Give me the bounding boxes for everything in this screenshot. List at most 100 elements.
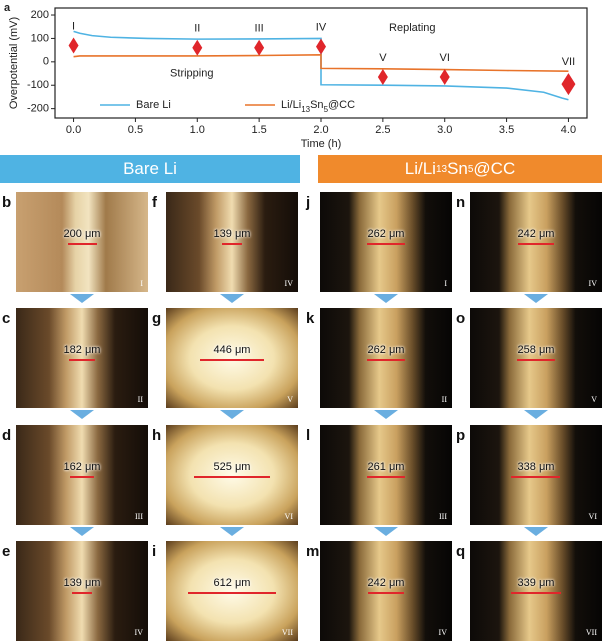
state-label: III bbox=[439, 512, 447, 521]
arrow bbox=[220, 294, 244, 303]
scale-bar bbox=[70, 476, 94, 478]
scale-bar bbox=[199, 359, 265, 361]
measurement-label: 338 μm bbox=[517, 461, 555, 473]
panel-letter: m bbox=[306, 543, 320, 560]
micrograph: 242 μm IV bbox=[470, 192, 602, 292]
arrow bbox=[374, 410, 398, 419]
scale-bar bbox=[67, 243, 97, 245]
x-tick-label: 1.5 bbox=[251, 124, 266, 136]
legend-label: Bare Li bbox=[136, 99, 171, 111]
marker bbox=[377, 69, 388, 86]
panel-letter: l bbox=[306, 427, 311, 444]
panel-letter: j bbox=[306, 194, 311, 211]
state-label: VI bbox=[588, 512, 597, 521]
scale-bar bbox=[517, 359, 555, 361]
panel-letter: g bbox=[152, 310, 162, 327]
panel-letter: p bbox=[456, 427, 466, 444]
panel-letter: b bbox=[2, 194, 12, 211]
arrow bbox=[524, 527, 548, 536]
x-tick-label: 3.0 bbox=[437, 124, 452, 136]
micrograph: 261 μm III bbox=[320, 425, 452, 525]
scale-bar bbox=[68, 359, 96, 361]
scale-bar bbox=[221, 243, 243, 245]
panel-letter: h bbox=[152, 427, 162, 444]
micrograph: 182 μm II bbox=[16, 308, 148, 408]
panel-letter: i bbox=[152, 543, 157, 560]
arrow bbox=[374, 294, 398, 303]
micrograph: 338 μm VI bbox=[470, 425, 602, 525]
scale-bar bbox=[518, 243, 554, 245]
marker bbox=[561, 73, 576, 96]
measurement-label: 242 μm bbox=[367, 577, 405, 589]
scale-bar bbox=[368, 592, 404, 594]
marker bbox=[439, 69, 450, 86]
marker-label: IV bbox=[316, 22, 327, 34]
x-tick-label: 3.5 bbox=[499, 124, 514, 136]
y-tick-label: -100 bbox=[27, 79, 49, 91]
panel-letter: k bbox=[306, 310, 315, 327]
panel-letter: q bbox=[456, 543, 466, 560]
marker-label: I bbox=[72, 20, 75, 32]
arrow bbox=[374, 527, 398, 536]
micrograph: 200 μm I bbox=[16, 192, 148, 292]
micrograph: 446 μm V bbox=[166, 308, 298, 408]
marker bbox=[254, 39, 265, 56]
scale-bar bbox=[367, 243, 405, 245]
measurement-label: 139 μm bbox=[213, 228, 251, 240]
arrow bbox=[70, 527, 94, 536]
micrograph: 139 μm IV bbox=[16, 541, 148, 641]
micrograph: 339 μm VII bbox=[470, 541, 602, 641]
header-bare: Bare Li bbox=[0, 155, 300, 183]
state-label: III bbox=[135, 512, 143, 521]
arrow bbox=[220, 410, 244, 419]
x-tick-label: 4.0 bbox=[561, 124, 576, 136]
micrograph: 262 μm II bbox=[320, 308, 452, 408]
annotation: Stripping bbox=[170, 67, 213, 79]
state-label: II bbox=[137, 395, 143, 404]
marker-label: VII bbox=[562, 56, 575, 68]
measurement-label: 200 μm bbox=[63, 228, 101, 240]
annotation: Replating bbox=[389, 22, 435, 34]
measurement-label: 525 μm bbox=[213, 461, 251, 473]
arrow bbox=[70, 410, 94, 419]
panel-letter: d bbox=[2, 427, 12, 444]
y-tick-label: 100 bbox=[31, 32, 49, 44]
marker-label: II bbox=[194, 23, 200, 35]
scale-bar bbox=[511, 476, 561, 478]
x-axis-label: Time (h) bbox=[301, 138, 342, 150]
panel-letter: e bbox=[2, 543, 11, 560]
panel-letter: c bbox=[2, 310, 11, 327]
scale-bar bbox=[367, 359, 405, 361]
micrograph: 612 μm VII bbox=[166, 541, 298, 641]
panel-letter: f bbox=[152, 194, 157, 211]
state-label: V bbox=[287, 395, 293, 404]
y-tick-label: 0 bbox=[43, 56, 49, 68]
scale-bar bbox=[367, 476, 405, 478]
measurement-label: 139 μm bbox=[63, 577, 101, 589]
state-label: II bbox=[441, 395, 447, 404]
state-label: IV bbox=[438, 628, 447, 637]
measurement-label: 446 μm bbox=[213, 344, 251, 356]
scale-bar bbox=[71, 592, 93, 594]
x-tick-label: 2.5 bbox=[375, 124, 390, 136]
micrograph: 258 μm V bbox=[470, 308, 602, 408]
x-tick-label: 2.0 bbox=[313, 124, 328, 136]
x-tick-label: 1.0 bbox=[190, 124, 205, 136]
state-label: IV bbox=[284, 279, 293, 288]
state-label: VII bbox=[585, 628, 597, 637]
scale-bar bbox=[187, 592, 277, 594]
y-tick-label: -200 bbox=[27, 103, 49, 115]
micrograph: 139 μm IV bbox=[166, 192, 298, 292]
panel-letter: o bbox=[456, 310, 466, 327]
state-label: IV bbox=[134, 628, 143, 637]
measurement-label: 339 μm bbox=[517, 577, 555, 589]
micrograph: 242 μm IV bbox=[320, 541, 452, 641]
arrow bbox=[70, 294, 94, 303]
y-axis-label: Overpotential (mV) bbox=[8, 17, 20, 109]
scale-bar bbox=[193, 476, 271, 478]
arrow bbox=[220, 527, 244, 536]
micrograph: 162 μm III bbox=[16, 425, 148, 525]
measurement-label: 262 μm bbox=[367, 344, 405, 356]
marker-label: VI bbox=[440, 52, 450, 64]
